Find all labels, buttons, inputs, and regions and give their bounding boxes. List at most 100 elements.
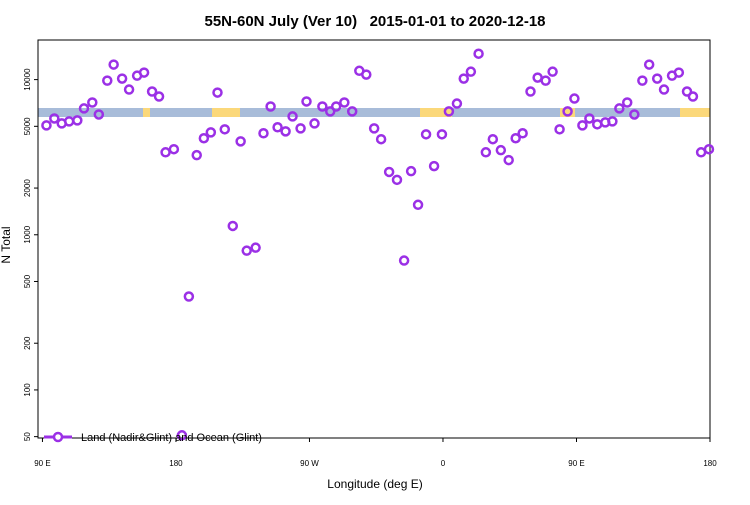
data-point: [703, 143, 715, 155]
data-point: [621, 97, 633, 108]
y-tick-label: 2000: [23, 179, 32, 197]
data-point: [607, 116, 618, 127]
data-point: [375, 133, 387, 145]
data-point: [258, 128, 269, 139]
y-tick-label: 50: [23, 432, 32, 441]
data-point: [577, 120, 588, 131]
data-point: [420, 129, 432, 140]
plot-frame: [37, 39, 711, 439]
data-point: [547, 66, 558, 77]
data-point: [176, 430, 188, 441]
y-axis-label: N Total: [0, 226, 13, 263]
data-point: [428, 160, 440, 172]
data-point: [108, 59, 119, 70]
data-point: [473, 48, 484, 59]
data-point: [330, 101, 342, 112]
x-tick-label: 90 E: [34, 459, 50, 468]
data-point: [241, 245, 252, 256]
legend-label: Land (Nadir&Glint) and Ocean (Glint): [81, 432, 262, 444]
data-point: [368, 123, 380, 134]
data-point: [295, 123, 306, 134]
data-point: [643, 59, 655, 70]
data-point: [584, 113, 595, 124]
data-point: [93, 109, 105, 120]
data-point: [562, 106, 573, 117]
chart-title: 55N-60N July (Ver 10) 2015-01-01 to 2020…: [204, 13, 545, 30]
data-point: [116, 73, 128, 84]
data-point: [309, 118, 320, 129]
data-point: [87, 97, 98, 108]
data-point: [592, 119, 603, 130]
data-point: [681, 86, 693, 97]
data-point: [168, 143, 180, 155]
data-point: [153, 91, 165, 102]
data-point: [235, 136, 246, 147]
data-point: [63, 116, 75, 127]
map-strip: [38, 108, 710, 117]
data-point: [673, 67, 685, 78]
data-point: [219, 124, 231, 135]
data-point: [687, 91, 699, 102]
legend-marker: [52, 431, 64, 443]
data-point: [458, 73, 469, 84]
data-point: [503, 154, 514, 166]
data-point: [287, 111, 298, 122]
data-point: [78, 103, 90, 114]
strip-ocean: [150, 108, 212, 117]
x-tick-label: 0: [441, 459, 446, 468]
data-point: [123, 84, 135, 95]
data-point: [637, 75, 648, 86]
data-point: [72, 115, 83, 126]
x-tick-label: 90 E: [568, 459, 584, 468]
data-point: [487, 133, 499, 145]
data-point: [324, 106, 336, 117]
y-tick-label: 10000: [23, 68, 32, 91]
data-point: [227, 220, 239, 232]
data-point: [102, 75, 113, 86]
y-tick-label: 200: [23, 336, 32, 350]
data-point: [510, 132, 521, 144]
data-point: [250, 242, 261, 253]
data-point: [569, 93, 580, 104]
data-point: [614, 103, 625, 114]
data-point: [272, 122, 283, 133]
data-point: [191, 149, 202, 161]
data-point: [198, 132, 210, 144]
data-point: [517, 128, 528, 139]
y-tick-label: 1000: [23, 225, 32, 243]
data-point: [629, 109, 640, 120]
data-point: [49, 113, 60, 124]
data-point: [398, 255, 410, 266]
data-point: [183, 291, 195, 302]
strip-ocean: [38, 108, 143, 117]
data-point: [451, 98, 463, 109]
data-point: [205, 127, 217, 138]
data-point: [41, 120, 52, 131]
strip-ocean: [452, 108, 560, 117]
data-point: [495, 144, 507, 156]
y-tick-label: 500: [23, 274, 32, 288]
data-point: [146, 86, 158, 97]
strip-ocean: [575, 108, 680, 117]
data-point: [443, 106, 455, 117]
data-point: [160, 147, 171, 158]
data-point: [280, 126, 291, 137]
data-point: [651, 73, 663, 84]
data-point: [540, 75, 551, 86]
data-point: [405, 165, 417, 177]
data-point: [317, 101, 328, 112]
data-point: [361, 69, 372, 80]
data-point: [301, 96, 312, 107]
data-point: [480, 147, 492, 158]
data-point: [383, 166, 395, 178]
data-point: [391, 174, 403, 186]
data-point: [525, 86, 536, 97]
data-point: [339, 97, 350, 108]
strip-ocean: [240, 108, 420, 117]
x-tick-label: 90 W: [300, 459, 319, 468]
data-point: [658, 84, 670, 95]
data-point: [436, 129, 448, 140]
data-point: [465, 66, 477, 77]
y-tick-label: 100: [23, 383, 32, 397]
